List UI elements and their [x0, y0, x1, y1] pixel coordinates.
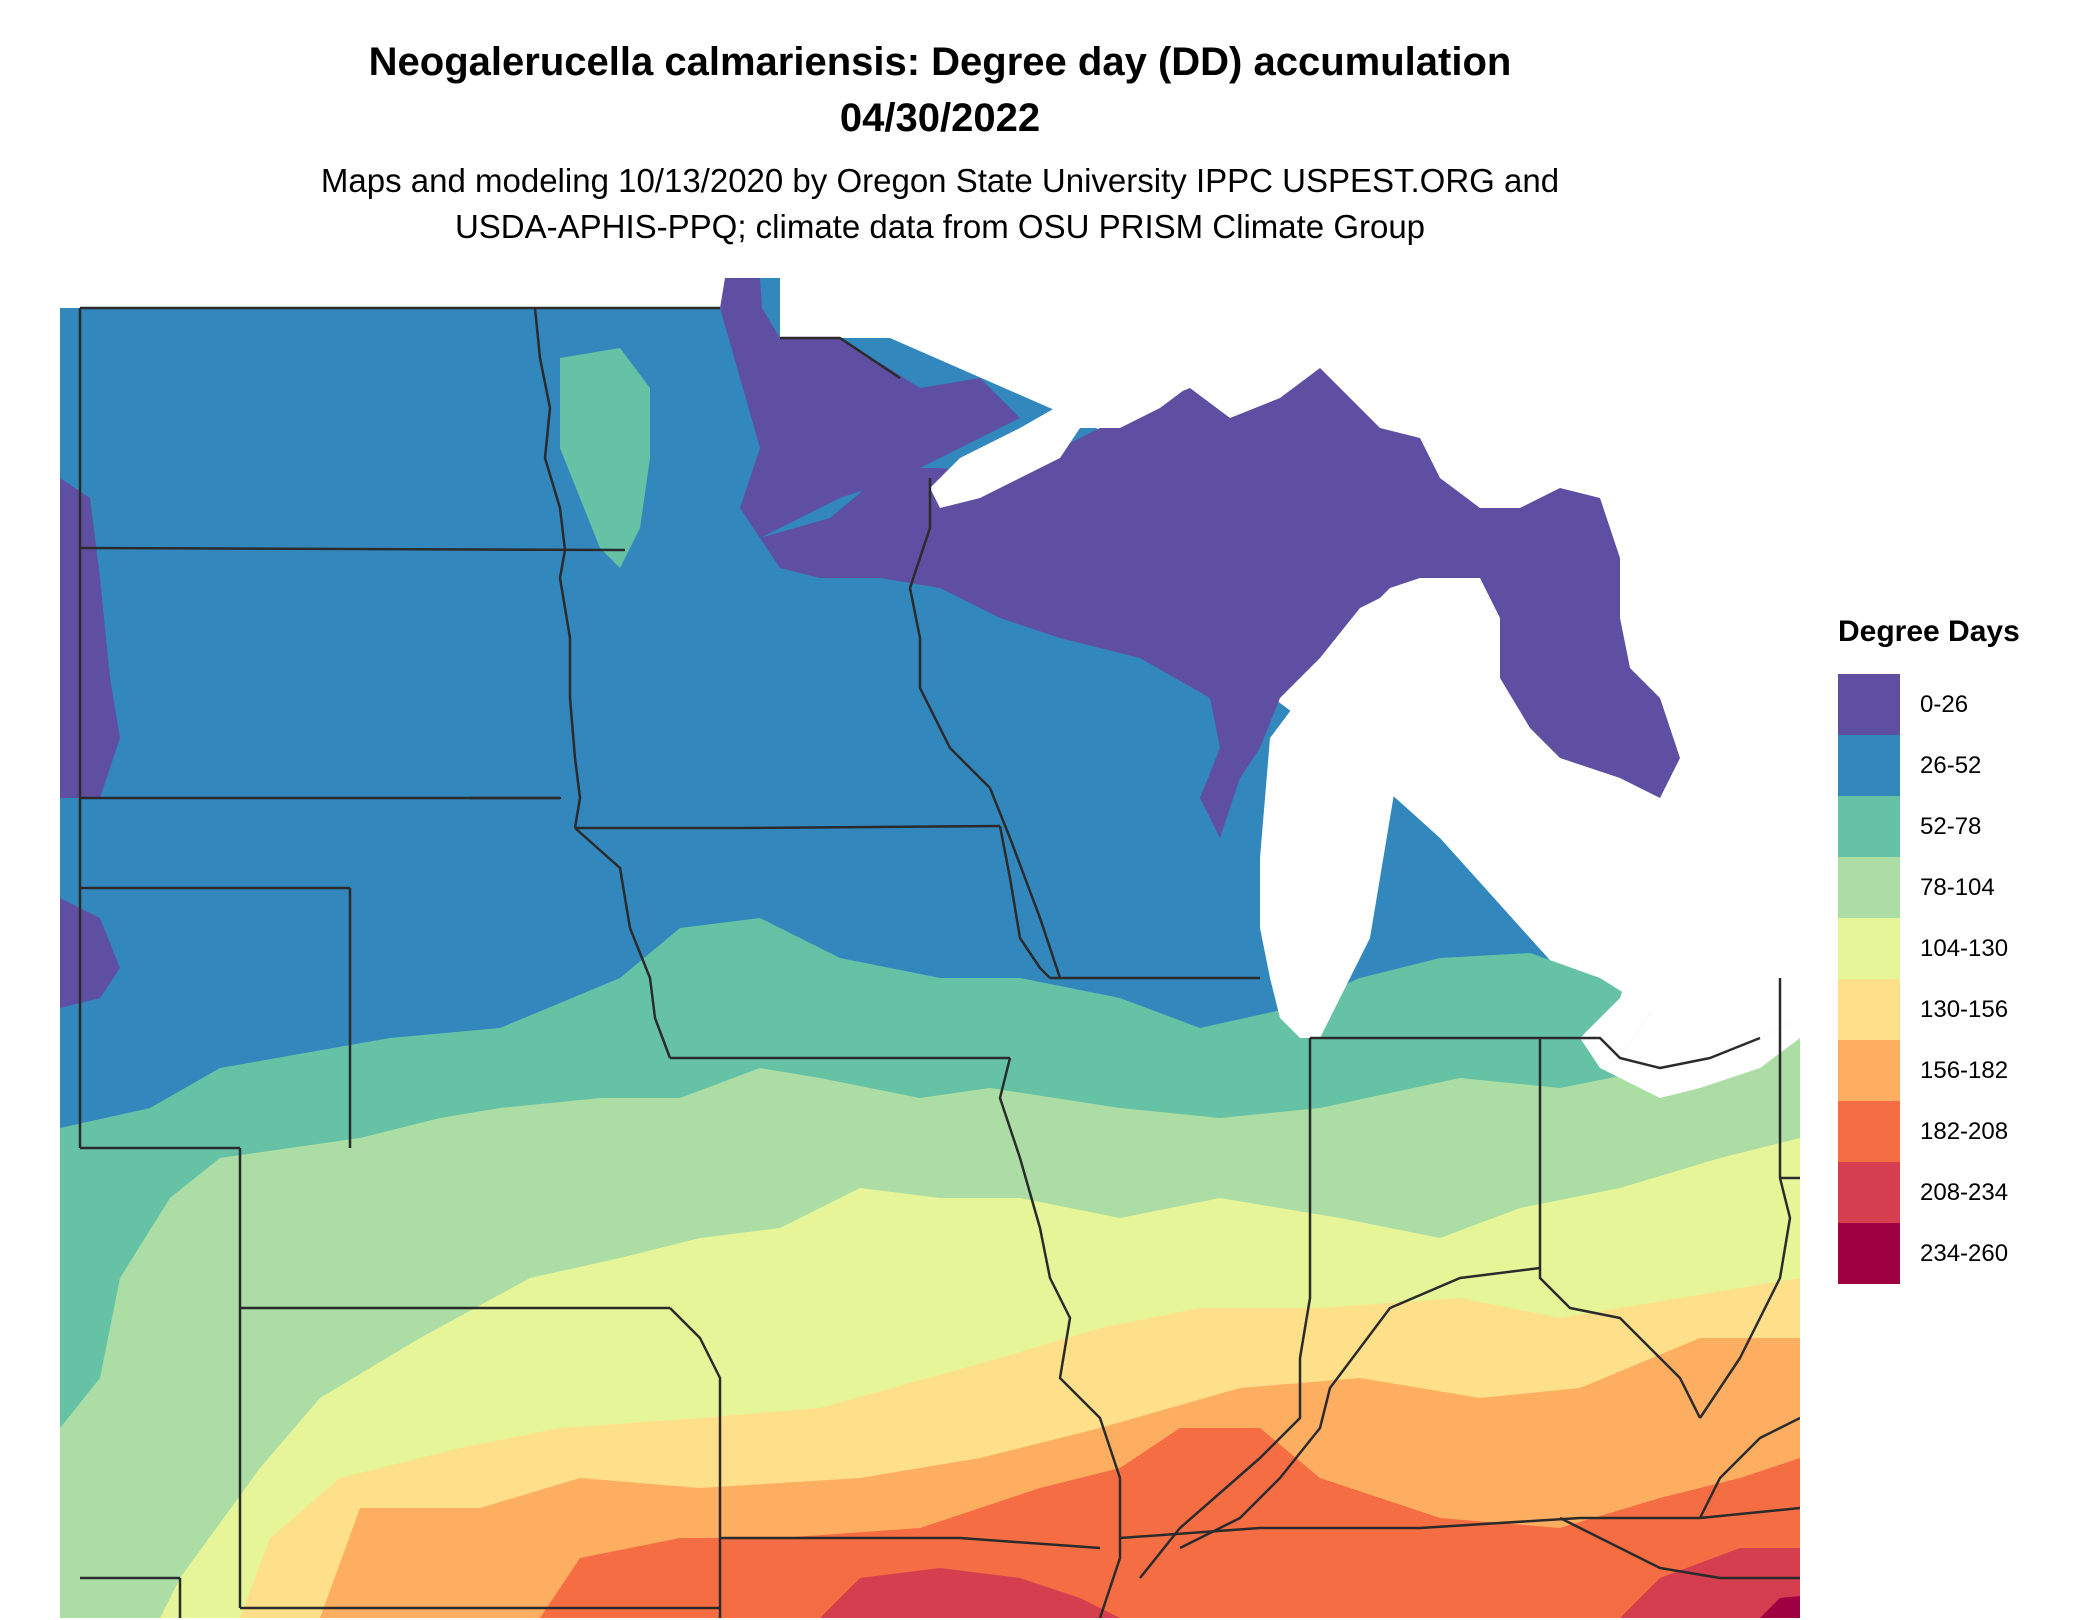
legend-label: 182-208: [1920, 1117, 2009, 1145]
legend-label: 26-52: [1920, 751, 1982, 779]
zone-234-260: [1760, 1596, 1800, 1618]
map-date: 04/30/2022: [839, 96, 1041, 140]
legend-item: 208-234: [1838, 1162, 2098, 1223]
legend-items: 0-26 26-52 52-78 78-104 104-130 130-156 156-18…: [1838, 674, 2098, 1284]
legend-swatch: [1838, 1101, 1900, 1162]
legend-label: 130-156: [1920, 995, 2009, 1023]
zone-208-234: [820, 1548, 1800, 1618]
legend-swatch: [1838, 979, 1900, 1040]
legend-swatch: [1838, 1223, 1900, 1284]
map-subtitle-line1: Maps and modeling 10/13/2020 by Oregon S…: [320, 162, 1560, 199]
legend-item: 182-208: [1838, 1101, 2098, 1162]
lake-superior: [930, 328, 1260, 508]
legend-swatch: [1838, 1040, 1900, 1101]
legend-item: 234-260: [1838, 1223, 2098, 1284]
legend-swatch: [1838, 918, 1900, 979]
legend-swatch: [1838, 796, 1900, 857]
legend-label: 0-26: [1920, 690, 1969, 718]
degree-day-map: [60, 278, 1800, 1618]
out-of-area: [1600, 838, 1800, 1088]
zone-0-26: [720, 278, 1020, 538]
legend-item: 130-156: [1838, 979, 2098, 1040]
state-borders: [78, 306, 1800, 1618]
zone-0-26: [60, 478, 120, 798]
map-title: Neogalerucella calmariensis: Degree day …: [368, 40, 1512, 84]
legend-swatch: [1838, 857, 1900, 918]
legend-swatch: [1838, 735, 1900, 796]
legend-swatch: [1838, 674, 1900, 735]
zone-0-26: [60, 898, 120, 1008]
legend-label: 52-78: [1920, 812, 1982, 840]
legend-label: 78-104: [1920, 873, 1995, 901]
lake-huron: [1540, 778, 1680, 1068]
legend-swatch: [1838, 1162, 1900, 1223]
lake-michigan: [1260, 578, 1480, 1038]
legend-item: 26-52: [1838, 735, 2098, 796]
legend-label: 208-234: [1920, 1178, 2009, 1206]
legend-label: 104-130: [1920, 934, 2009, 962]
legend-item: 0-26: [1838, 674, 2098, 735]
legend-item: 52-78: [1838, 796, 2098, 857]
legend-item: 156-182: [1838, 1040, 2098, 1101]
legend-item: 104-130: [1838, 918, 2098, 979]
map-subtitle-line2: USDA-APHIS-PPQ; climate data from OSU PR…: [454, 208, 1426, 245]
legend-title: Degree Days: [1838, 615, 2020, 648]
zone-52-78: [560, 348, 650, 568]
zone-182-208: [540, 1428, 1800, 1618]
legend-item: 78-104: [1838, 857, 2098, 918]
legend-label: 234-260: [1920, 1239, 2009, 1267]
legend: Degree Days 0-26 26-52 52-78 78-104 104-130 1…: [1838, 614, 2098, 1284]
legend-label: 156-182: [1920, 1056, 2009, 1084]
